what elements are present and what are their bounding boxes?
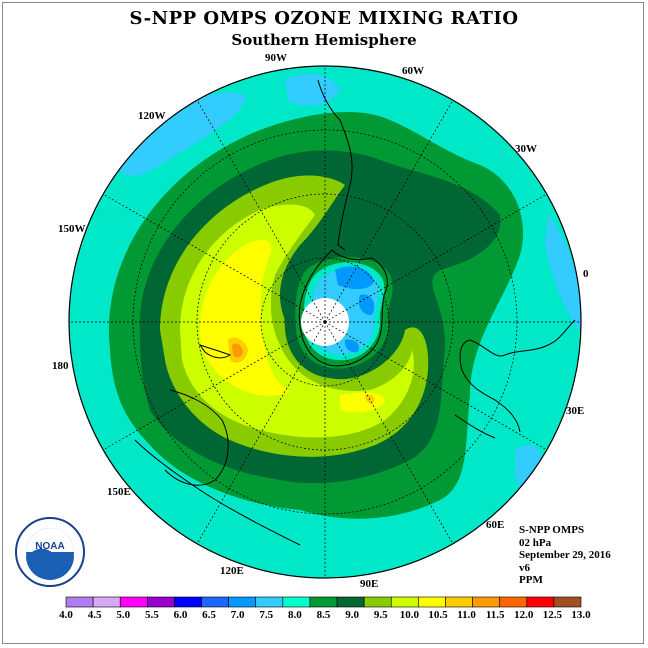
field-10-5 — [200, 239, 290, 396]
colorbar-swatch — [174, 596, 202, 608]
colorbar-swatch — [472, 596, 500, 608]
field-7-5-e — [545, 215, 581, 330]
colorbar-swatch — [309, 596, 338, 608]
graticule — [69, 66, 581, 578]
lon-label-60e: 60E — [486, 519, 505, 531]
colorbar-swatch — [336, 596, 365, 608]
info-date: September 29, 2016 — [519, 549, 611, 561]
colorbar-label: 7.5 — [259, 609, 274, 621]
field-7-5-se — [515, 445, 541, 488]
info-instrument: S-NPP OMPS — [519, 524, 585, 536]
colorbar-swatch — [390, 596, 419, 608]
colorbar — [65, 596, 582, 608]
lon-label-90e: 90E — [360, 578, 379, 590]
noaa-logo: NOAA — [15, 517, 85, 587]
map-subtitle: Southern Hemisphere — [231, 31, 417, 49]
lon-label-120w: 120W — [138, 110, 166, 122]
field-7-0-c — [344, 339, 360, 353]
colorbar-swatch — [526, 596, 555, 608]
coast-madagascar — [454, 414, 496, 439]
colorbar-label: 8.5 — [316, 609, 331, 621]
coast-south-america — [317, 79, 353, 251]
info-version: v6 — [519, 561, 530, 574]
coastlines — [134, 79, 576, 546]
map-boundary — [68, 65, 582, 579]
colorbar-label: 12.0 — [514, 609, 534, 621]
coast-africa — [459, 319, 576, 433]
colorbar-swatch — [92, 596, 121, 608]
colorbar-label: 4.0 — [59, 609, 73, 621]
lon-label-30w: 30W — [515, 143, 537, 155]
field-11-0-b — [365, 394, 375, 404]
colorbar-label: 7.0 — [230, 609, 245, 621]
lon-label-90w: 90W — [265, 52, 287, 64]
field-11-5 — [232, 343, 243, 358]
colorbar-label: 10.0 — [399, 609, 419, 621]
colorbar-label: 4.5 — [87, 609, 102, 621]
colorbar-label: 5.0 — [116, 609, 131, 621]
colorbar-swatch — [201, 596, 229, 608]
colorbar-label: 6.0 — [173, 609, 188, 621]
info-block: S-NPP OMPS 02 hPa September 29, 2016 v6 … — [519, 524, 611, 587]
info-level: 02 hPa — [519, 536, 552, 549]
colorbar-swatch — [418, 596, 446, 608]
field-7-5-nw — [110, 92, 246, 176]
field-7-0-a — [335, 266, 374, 290]
colorbar-swatch — [119, 596, 148, 608]
colorbar-label: 10.5 — [428, 609, 448, 621]
coast-antarctica — [298, 249, 388, 367]
colorbar-label: 9.0 — [345, 609, 359, 621]
info-units: PPM — [519, 574, 543, 586]
lon-label-0: 0 — [583, 268, 589, 280]
noaa-logo-text: NOAA — [35, 541, 64, 552]
colorbar-label: 5.5 — [144, 609, 159, 621]
lon-label-30e: 30E — [566, 405, 585, 417]
colorbar-swatch — [282, 596, 311, 608]
colorbar-label: 8.0 — [288, 609, 302, 621]
colorbar-swatch — [445, 596, 473, 608]
lon-label-60w: 60W — [402, 65, 424, 77]
colorbar-label: 12.5 — [542, 609, 562, 621]
colorbar-label: 11.0 — [457, 609, 476, 621]
lon-label-150w: 150W — [58, 223, 86, 235]
colorbar-swatch — [65, 596, 94, 608]
colorbar-swatch — [228, 596, 257, 608]
map-title: S-NPP OMPS OZONE MIXING RATIO — [129, 8, 519, 29]
coast-nz-1 — [198, 344, 232, 359]
colorbar-swatch — [255, 596, 284, 608]
colorbar-swatch — [363, 596, 392, 608]
field-7-5-n — [285, 74, 340, 106]
lon-label-150e: 150E — [107, 486, 131, 498]
colorbar-label: 11.5 — [485, 609, 505, 621]
colorbar-swatch — [147, 596, 175, 608]
colorbar-swatch — [499, 596, 528, 608]
colorbar-swatch — [553, 596, 582, 608]
colorbar-label: 13.0 — [571, 609, 591, 621]
coast-australia — [134, 439, 301, 546]
colorbar-label: 6.5 — [202, 609, 216, 621]
lon-label-180: 180 — [52, 360, 69, 372]
field-7-0-b — [358, 294, 375, 316]
colorbar-label: 9.5 — [373, 609, 388, 621]
lon-label-120e: 120E — [220, 565, 244, 577]
